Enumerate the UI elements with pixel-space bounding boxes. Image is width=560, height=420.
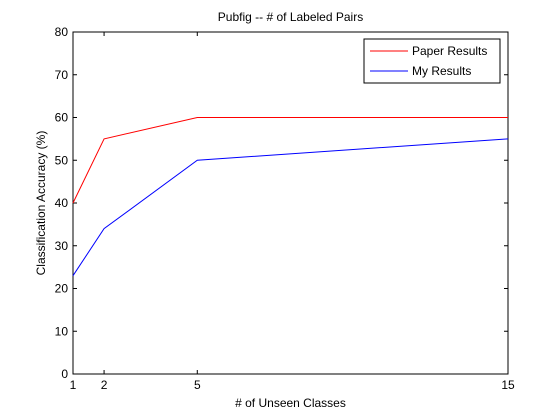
y-tick-label: 70 [55, 68, 69, 82]
y-tick-label: 30 [55, 239, 69, 253]
legend-box [363, 38, 501, 84]
y-tick-label: 60 [55, 111, 69, 125]
legend: Paper Results My Results [363, 38, 501, 84]
x-tick-label: 5 [194, 378, 201, 392]
y-tick-label: 20 [55, 282, 69, 296]
series-lines [72, 117, 509, 276]
plot-area [72, 31, 509, 375]
y-axis-label: Classification Accuracy (%) [34, 131, 48, 276]
series-line-my-results [72, 138, 509, 276]
legend-label-paper-results: Paper Results [412, 44, 487, 58]
y-tick-label: 10 [55, 324, 69, 338]
x-tick-label: 1 [70, 378, 77, 392]
series-line-paper-results [72, 117, 508, 204]
x-axis-label: # of Unseen Classes [235, 396, 346, 410]
axis-ticks: 0 10 20 30 40 50 60 70 80 1 2 5 15 [55, 25, 515, 392]
y-tick-label: 40 [55, 196, 69, 210]
x-tick-label: 15 [501, 378, 515, 392]
y-tick-label: 50 [55, 153, 69, 167]
y-tick-label: 80 [55, 25, 69, 39]
chart-title: Pubfig -- # of Labeled Pairs [218, 10, 363, 24]
y-tick-label: 0 [61, 367, 68, 381]
legend-label-my-results: My Results [412, 64, 471, 78]
x-tick-label: 2 [101, 378, 108, 392]
